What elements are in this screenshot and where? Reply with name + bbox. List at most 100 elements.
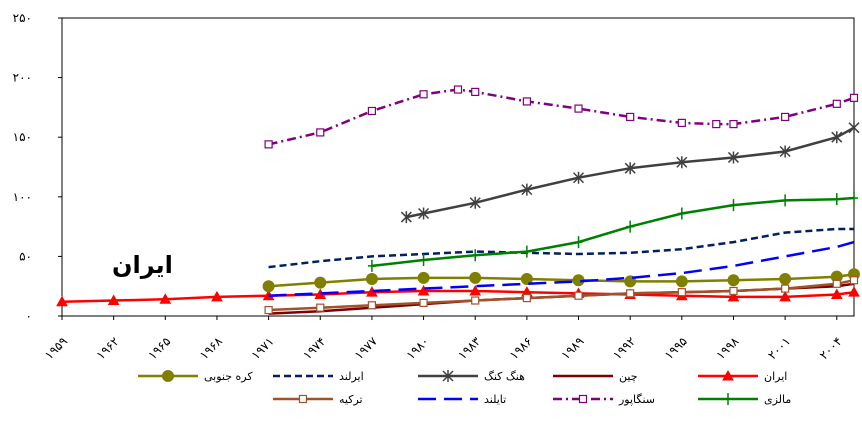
data-point (626, 112, 635, 122)
legend-label: سنگاپور (618, 393, 655, 406)
x-tick-label: ۱۹۵۹ (42, 334, 70, 362)
data-point (779, 290, 791, 302)
data-point (781, 194, 790, 207)
data-point (417, 284, 430, 296)
x-tick-label: ۲۰۰۱ (765, 334, 793, 362)
y-tick-label: ۱۰۰ (13, 190, 32, 204)
x-tick-label: ۱۹۷۷ (352, 334, 381, 363)
legend-label: مالزی (764, 393, 791, 406)
data-point (677, 207, 686, 220)
x-tick-label: ۱۹۶۵ (145, 334, 173, 362)
data-point (626, 220, 635, 233)
data-point (316, 128, 325, 137)
x-tick-label: ۱۹۸۰ (404, 334, 432, 362)
data-point (316, 303, 325, 312)
data-point (574, 236, 583, 249)
x-tick-label: ۱۹۶۲ (94, 334, 122, 362)
data-point (677, 118, 686, 127)
legend-item: مالزی (698, 393, 791, 406)
y-axis: ۰ ۵۰ ۱۰۰ ۱۵۰ ۲۰۰ ۲۵۰ (13, 11, 62, 323)
legend-label: هنگ کنگ (484, 370, 525, 383)
y-tick-label: ۱۵۰ (13, 130, 32, 144)
data-point (831, 131, 843, 144)
data-point (522, 97, 531, 106)
data-point (850, 191, 858, 204)
series (268, 227, 854, 269)
data-point (419, 253, 428, 266)
data-point (727, 151, 740, 164)
data-point (442, 370, 454, 382)
series (264, 85, 859, 149)
plot-frame (61, 17, 855, 317)
legend-item: کره جنوبی (138, 370, 253, 383)
data-point (722, 369, 734, 381)
data-point (781, 112, 790, 122)
data-point (729, 199, 738, 212)
series-line (268, 88, 855, 146)
legend-label: ایرلند (339, 370, 364, 383)
data-point (832, 99, 841, 108)
y-tick-label: ۰ (26, 309, 32, 323)
x-tick-label: ۱۹۸۹ (559, 334, 587, 362)
data-point (626, 289, 635, 298)
data-point (471, 249, 480, 262)
data-point (574, 291, 583, 300)
legend-item: ترکیه (273, 393, 363, 406)
data-point (677, 288, 686, 297)
data-point (849, 276, 859, 285)
data-point (578, 394, 588, 404)
y-tick-label: ۲۵۰ (13, 11, 32, 25)
data-point (724, 393, 732, 405)
data-point (676, 156, 688, 169)
data-point (264, 305, 273, 315)
data-point (521, 183, 533, 196)
data-point (471, 87, 480, 97)
x-tick-label: ۱۹۹۸ (713, 334, 742, 363)
data-point (56, 295, 68, 307)
data-point (830, 288, 843, 300)
data-point (418, 207, 430, 220)
data-point (727, 274, 740, 287)
data-point (522, 294, 531, 303)
data-point (367, 259, 376, 272)
data-point (471, 296, 480, 305)
legend-item: ایرلند (273, 370, 364, 383)
data-point (298, 394, 308, 404)
data-point (779, 273, 792, 286)
legend-item: سنگاپور (553, 393, 655, 406)
data-point (262, 280, 275, 293)
y-tick-label: ۵۰ (19, 249, 32, 263)
data-point (419, 90, 428, 99)
data-point (729, 119, 738, 129)
data-point (159, 293, 172, 304)
x-tick-label: ۱۹۸۶ (507, 334, 535, 362)
x-tick-label: ۱۹۸۳ (455, 334, 484, 363)
data-point (314, 276, 327, 289)
x-tick-label: ۱۹۶۸ (197, 334, 226, 363)
series-line (268, 227, 854, 269)
series (264, 276, 859, 315)
data-point (469, 196, 481, 209)
series (367, 191, 858, 272)
data-point (365, 273, 378, 286)
data-point (162, 370, 174, 382)
x-tick-label: ۱۹۹۵ (662, 334, 690, 362)
data-point (624, 162, 636, 175)
series-group (56, 85, 860, 315)
data-point (367, 301, 377, 310)
data-point (469, 271, 482, 284)
x-axis: ۱۹۵۹ ۱۹۶۲ ۱۹۶۵ ۱۹۶۸ ۱۹۷۱ ۱۹۷۴ ۱۹۷۷ ۱۹۸۰ ۱۹۸۳ ۱۹۸۶… (42, 316, 845, 362)
data-point (832, 193, 841, 206)
data-point (211, 290, 223, 302)
data-point (727, 290, 740, 302)
data-point (400, 211, 412, 224)
x-tick-label: ۱۹۹۲ (610, 334, 638, 362)
legend-label: چین (619, 370, 638, 383)
data-point (453, 85, 463, 94)
data-point (417, 271, 430, 284)
data-point (848, 286, 860, 297)
legend-label: تایلند (484, 393, 506, 406)
legend-item: چین (553, 370, 638, 383)
data-point (848, 121, 860, 134)
